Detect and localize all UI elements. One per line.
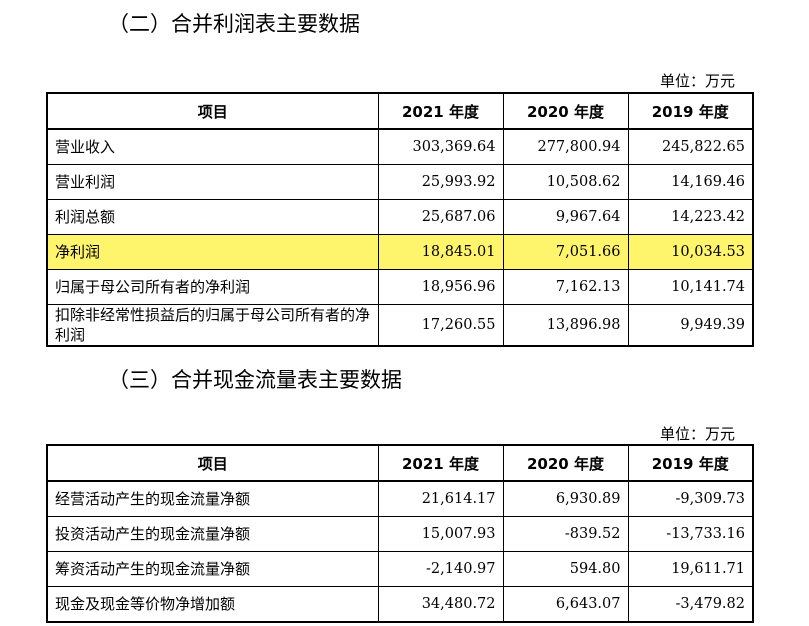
row-label: 营业利润 [46, 164, 379, 200]
value-2021: 18,845.01 [377, 234, 504, 270]
table-row: 筹资活动产生的现金流量净额 -2,140.97 594.80 19,611.71 [46, 551, 754, 587]
table-row: 营业利润 25,993.92 10,508.62 14,169.46 [46, 164, 754, 200]
table-row: 现金及现金等价物净增加额 34,480.72 6,643.07 -3,479.8… [46, 586, 754, 623]
table-row: 利润总额 25,687.06 9,967.64 14,223.42 [46, 199, 754, 235]
row-label: 营业收入 [46, 128, 379, 165]
row-label: 净利润 [46, 234, 379, 270]
row-label: 扣除非经常性损益后的归属于母公司所有者的净利润 [46, 304, 379, 347]
table-row: 经营活动产生的现金流量净额 21,614.17 6,930.89 -9,309.… [46, 480, 754, 517]
value-2020: 277,800.94 [502, 128, 629, 165]
table-row: 营业收入 303,369.64 277,800.94 245,822.65 [46, 128, 754, 165]
header-2021: 2021 年度 [377, 92, 504, 130]
value-2020: 7,051.66 [502, 234, 629, 270]
value-2020: 9,967.64 [502, 199, 629, 235]
row-label: 现金及现金等价物净增加额 [46, 586, 379, 623]
value-2020: 10,508.62 [502, 164, 629, 200]
value-2019: -3,479.82 [627, 586, 754, 623]
cashflow-table: 项目 2021 年度 2020 年度 2019 年度 经营活动产生的现金流量净额… [46, 444, 754, 623]
value-2020: 594.80 [502, 551, 629, 587]
value-2019: -9,309.73 [627, 480, 754, 517]
table-header-row: 项目 2021 年度 2020 年度 2019 年度 [46, 92, 754, 130]
row-label: 利润总额 [46, 199, 379, 235]
income-unit-label: 单位：万元 [660, 72, 736, 90]
value-2021: 25,993.92 [377, 164, 504, 200]
header-item: 项目 [46, 92, 379, 130]
row-label: 投资活动产生的现金流量净额 [46, 516, 379, 552]
value-2021: 18,956.96 [377, 269, 504, 305]
table-row: 扣除非经常性损益后的归属于母公司所有者的净利润 17,260.55 13,896… [46, 304, 754, 347]
value-2019: 9,949.39 [627, 304, 754, 347]
value-2019: 10,141.74 [627, 269, 754, 305]
value-2019: 14,223.42 [627, 199, 754, 235]
income-table: 项目 2021 年度 2020 年度 2019 年度 营业收入 303,369.… [46, 92, 754, 347]
value-2019: 245,822.65 [627, 128, 754, 165]
header-item: 项目 [46, 444, 379, 482]
table-row-highlighted: 净利润 18,845.01 7,051.66 10,034.53 [46, 234, 754, 270]
value-2021: 34,480.72 [377, 586, 504, 623]
row-label: 归属于母公司所有者的净利润 [46, 269, 379, 305]
header-2020: 2020 年度 [502, 444, 629, 482]
value-2021: 25,687.06 [377, 199, 504, 235]
value-2021: 21,614.17 [377, 480, 504, 517]
value-2020: 6,930.89 [502, 480, 629, 517]
value-2021: -2,140.97 [377, 551, 504, 587]
row-label: 筹资活动产生的现金流量净额 [46, 551, 379, 587]
value-2019: 10,034.53 [627, 234, 754, 270]
value-2020: 7,162.13 [502, 269, 629, 305]
value-2019: 14,169.46 [627, 164, 754, 200]
cashflow-unit-label: 单位：万元 [660, 425, 736, 443]
header-2021: 2021 年度 [377, 444, 504, 482]
row-label: 经营活动产生的现金流量净额 [46, 480, 379, 517]
header-2019: 2019 年度 [627, 92, 754, 130]
income-section-heading: （二）合并利润表主要数据 [108, 12, 360, 36]
value-2020: -839.52 [502, 516, 629, 552]
table-header-row: 项目 2021 年度 2020 年度 2019 年度 [46, 444, 754, 482]
value-2021: 17,260.55 [377, 304, 504, 347]
header-2019: 2019 年度 [627, 444, 754, 482]
cashflow-section-heading: （三）合并现金流量表主要数据 [108, 368, 402, 392]
value-2020: 13,896.98 [502, 304, 629, 347]
value-2019: 19,611.71 [627, 551, 754, 587]
table-row: 归属于母公司所有者的净利润 18,956.96 7,162.13 10,141.… [46, 269, 754, 305]
value-2020: 6,643.07 [502, 586, 629, 623]
value-2021: 15,007.93 [377, 516, 504, 552]
header-2020: 2020 年度 [502, 92, 629, 130]
value-2019: -13,733.16 [627, 516, 754, 552]
table-row: 投资活动产生的现金流量净额 15,007.93 -839.52 -13,733.… [46, 516, 754, 552]
value-2021: 303,369.64 [377, 128, 504, 165]
